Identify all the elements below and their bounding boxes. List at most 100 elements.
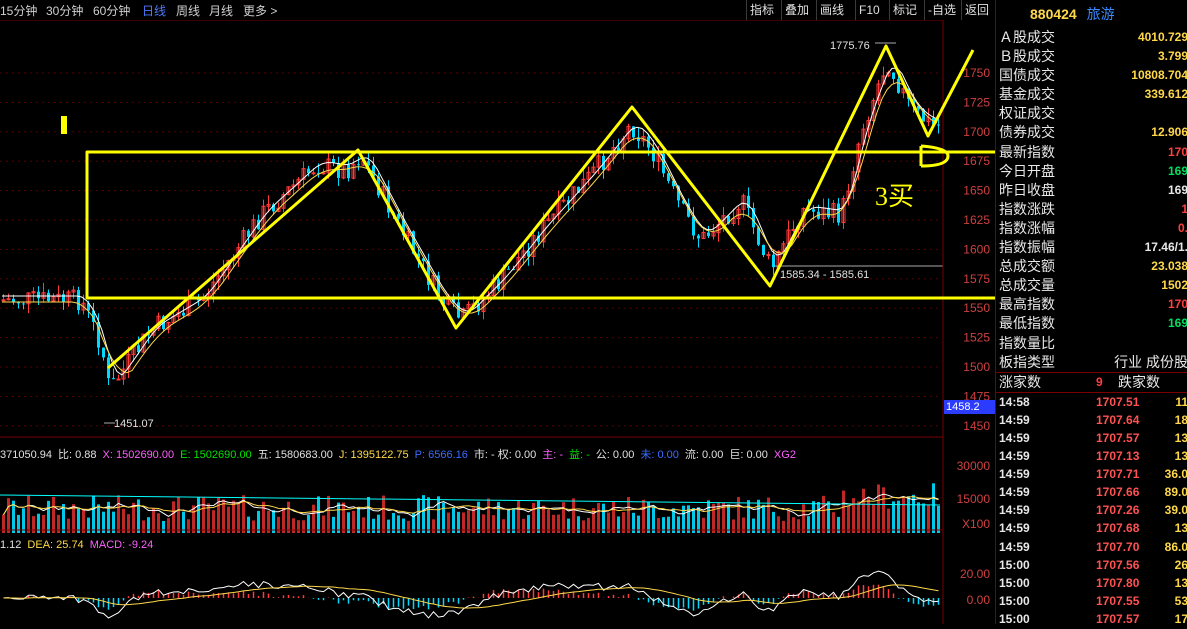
tool-mark-button[interactable]: 标记 <box>889 0 920 20</box>
volume-bar <box>747 500 750 533</box>
candle <box>757 227 760 245</box>
price-axis-label: 1500 <box>963 360 990 374</box>
low-price-label: 1451.07 <box>114 418 154 430</box>
volume-bar <box>857 501 860 533</box>
tool-favorite-button[interactable]: -自选 <box>924 0 959 20</box>
macd-dea-line <box>3 584 939 609</box>
tick-price: 1707.26 <box>1096 503 1140 518</box>
volume-bar <box>442 502 445 533</box>
candle <box>182 312 185 316</box>
volume-bar <box>807 516 810 533</box>
chart-area[interactable]: 1750 1725 1700 1675 1650 1625 1600 1575 1550 1525… <box>0 19 1127 624</box>
quote-row-label: 总成交额 <box>999 258 1055 275</box>
volume-bar <box>547 509 550 533</box>
tick-price: 1707.57 <box>1096 611 1140 624</box>
quote-row-value: 3.799 <box>1157 49 1187 64</box>
volume-bar <box>172 501 175 533</box>
candle <box>317 172 320 174</box>
volume-bar <box>597 502 600 533</box>
volume-bar <box>107 501 110 533</box>
candle <box>752 207 755 228</box>
tick-row[interactable]: 15:00 1707.57 17 <box>996 610 1187 624</box>
tick-row[interactable]: 15:00 1707.56 26 <box>996 556 1187 574</box>
tick-row[interactable]: 15:00 1707.55 53 <box>996 592 1187 610</box>
tool-overlay-button[interactable]: 叠加 <box>781 0 812 20</box>
candle <box>541 220 546 243</box>
volume-bar <box>512 508 515 533</box>
volume-bar <box>327 495 330 533</box>
quote-row: 国债成交 10808.704 <box>996 66 1187 85</box>
tick-row[interactable]: 14:59 1707.70 86.0 <box>996 538 1187 556</box>
candle <box>537 235 540 242</box>
volume-bar <box>877 484 880 533</box>
volume-bar <box>132 502 135 533</box>
kline-chart[interactable]: 1750 1725 1700 1675 1650 1625 1600 1575 1550 1525… <box>0 19 1127 624</box>
candle <box>571 186 576 204</box>
period-weekly[interactable]: 周线 <box>176 4 201 18</box>
volume-bar <box>462 512 465 533</box>
tick-time: 14:59 <box>999 539 1030 554</box>
quote-row-value: 169 <box>1167 316 1187 331</box>
quote-row-label: 最低指数 <box>999 315 1055 332</box>
volume-bar <box>247 516 250 533</box>
volume-bar <box>227 506 230 533</box>
candle <box>711 232 716 237</box>
tick-row[interactable]: 14:59 1707.26 39.0 <box>996 501 1187 519</box>
tick-row[interactable]: 14:59 1707.64 18 <box>996 411 1187 429</box>
period-60min[interactable]: 60分钟 <box>93 4 131 18</box>
tool-back-button[interactable]: 返回 <box>961 0 992 20</box>
period-30min[interactable]: 30分钟 <box>46 4 84 18</box>
volume-bar <box>137 499 140 533</box>
candle <box>326 158 331 174</box>
up-count-label: 涨家数 <box>999 373 1041 390</box>
tick-row[interactable]: 14:59 1707.57 13 <box>996 429 1187 447</box>
macd-dif-line <box>3 570 939 619</box>
volume-bar <box>52 496 55 533</box>
candle <box>637 137 640 141</box>
candle <box>357 164 360 166</box>
panel-header: 880424 旅游 <box>996 0 1187 28</box>
tick-price: 1707.51 <box>1096 394 1140 409</box>
volume-bar <box>157 513 160 533</box>
period-more[interactable]: 更多 > <box>243 4 278 18</box>
candle <box>596 155 601 168</box>
legend-item: J: 1395122.75 <box>338 449 409 461</box>
candle <box>241 230 246 249</box>
quote-rows: Ａ股成交 4010.729 Ｂ股成交 3.799 国债成交 10808.704 基金成交 33… <box>996 28 1187 372</box>
volume-bar <box>637 515 640 533</box>
volume-bar <box>592 508 595 533</box>
tick-row[interactable]: 14:58 1707.51 11 <box>996 393 1187 411</box>
tool-draw-button[interactable]: 画线 <box>816 0 847 20</box>
volume-bar <box>317 496 320 533</box>
volume-bar <box>862 488 865 533</box>
candle <box>831 203 836 218</box>
tick-row[interactable]: 14:59 1707.68 13 <box>996 519 1187 537</box>
volume-axis-label: 15000 <box>957 492 991 506</box>
volume-bar <box>572 498 575 533</box>
tick-row[interactable]: 15:00 1707.80 13 <box>996 574 1187 592</box>
tick-row[interactable]: 14:59 1707.66 89.0 <box>996 483 1187 501</box>
volume-bar <box>222 499 225 533</box>
price-axis-label: 1750 <box>963 66 990 80</box>
candle <box>772 254 775 268</box>
volume-bar <box>617 516 620 533</box>
candle <box>247 230 250 237</box>
tick-time: 14:59 <box>999 521 1030 536</box>
volume-bar <box>472 507 475 533</box>
period-15min[interactable]: 15分钟 <box>0 4 38 18</box>
quote-row-value: 0. <box>1177 220 1187 235</box>
candle <box>311 172 316 175</box>
candle <box>672 180 675 187</box>
quote-row-value: 17.46/1. <box>1144 240 1187 255</box>
period-monthly[interactable]: 月线 <box>209 4 234 18</box>
tick-list[interactable]: 14:58 1707.51 11 14:59 1707.64 18 14:59 1707.57… <box>996 393 1187 624</box>
tool-indicator-button[interactable]: 指标 <box>746 0 777 20</box>
volume-bar <box>82 509 85 533</box>
tick-row[interactable]: 14:59 1707.13 13 <box>996 447 1187 465</box>
tool-f10-button[interactable]: F10 <box>855 0 883 20</box>
candle <box>922 109 925 122</box>
price-axis-label: 1450 <box>963 419 990 433</box>
period-daily[interactable]: 日线 <box>142 4 167 18</box>
tick-row[interactable]: 14:59 1707.71 36.0 <box>996 465 1187 483</box>
index-code: 880424 <box>1030 6 1077 22</box>
